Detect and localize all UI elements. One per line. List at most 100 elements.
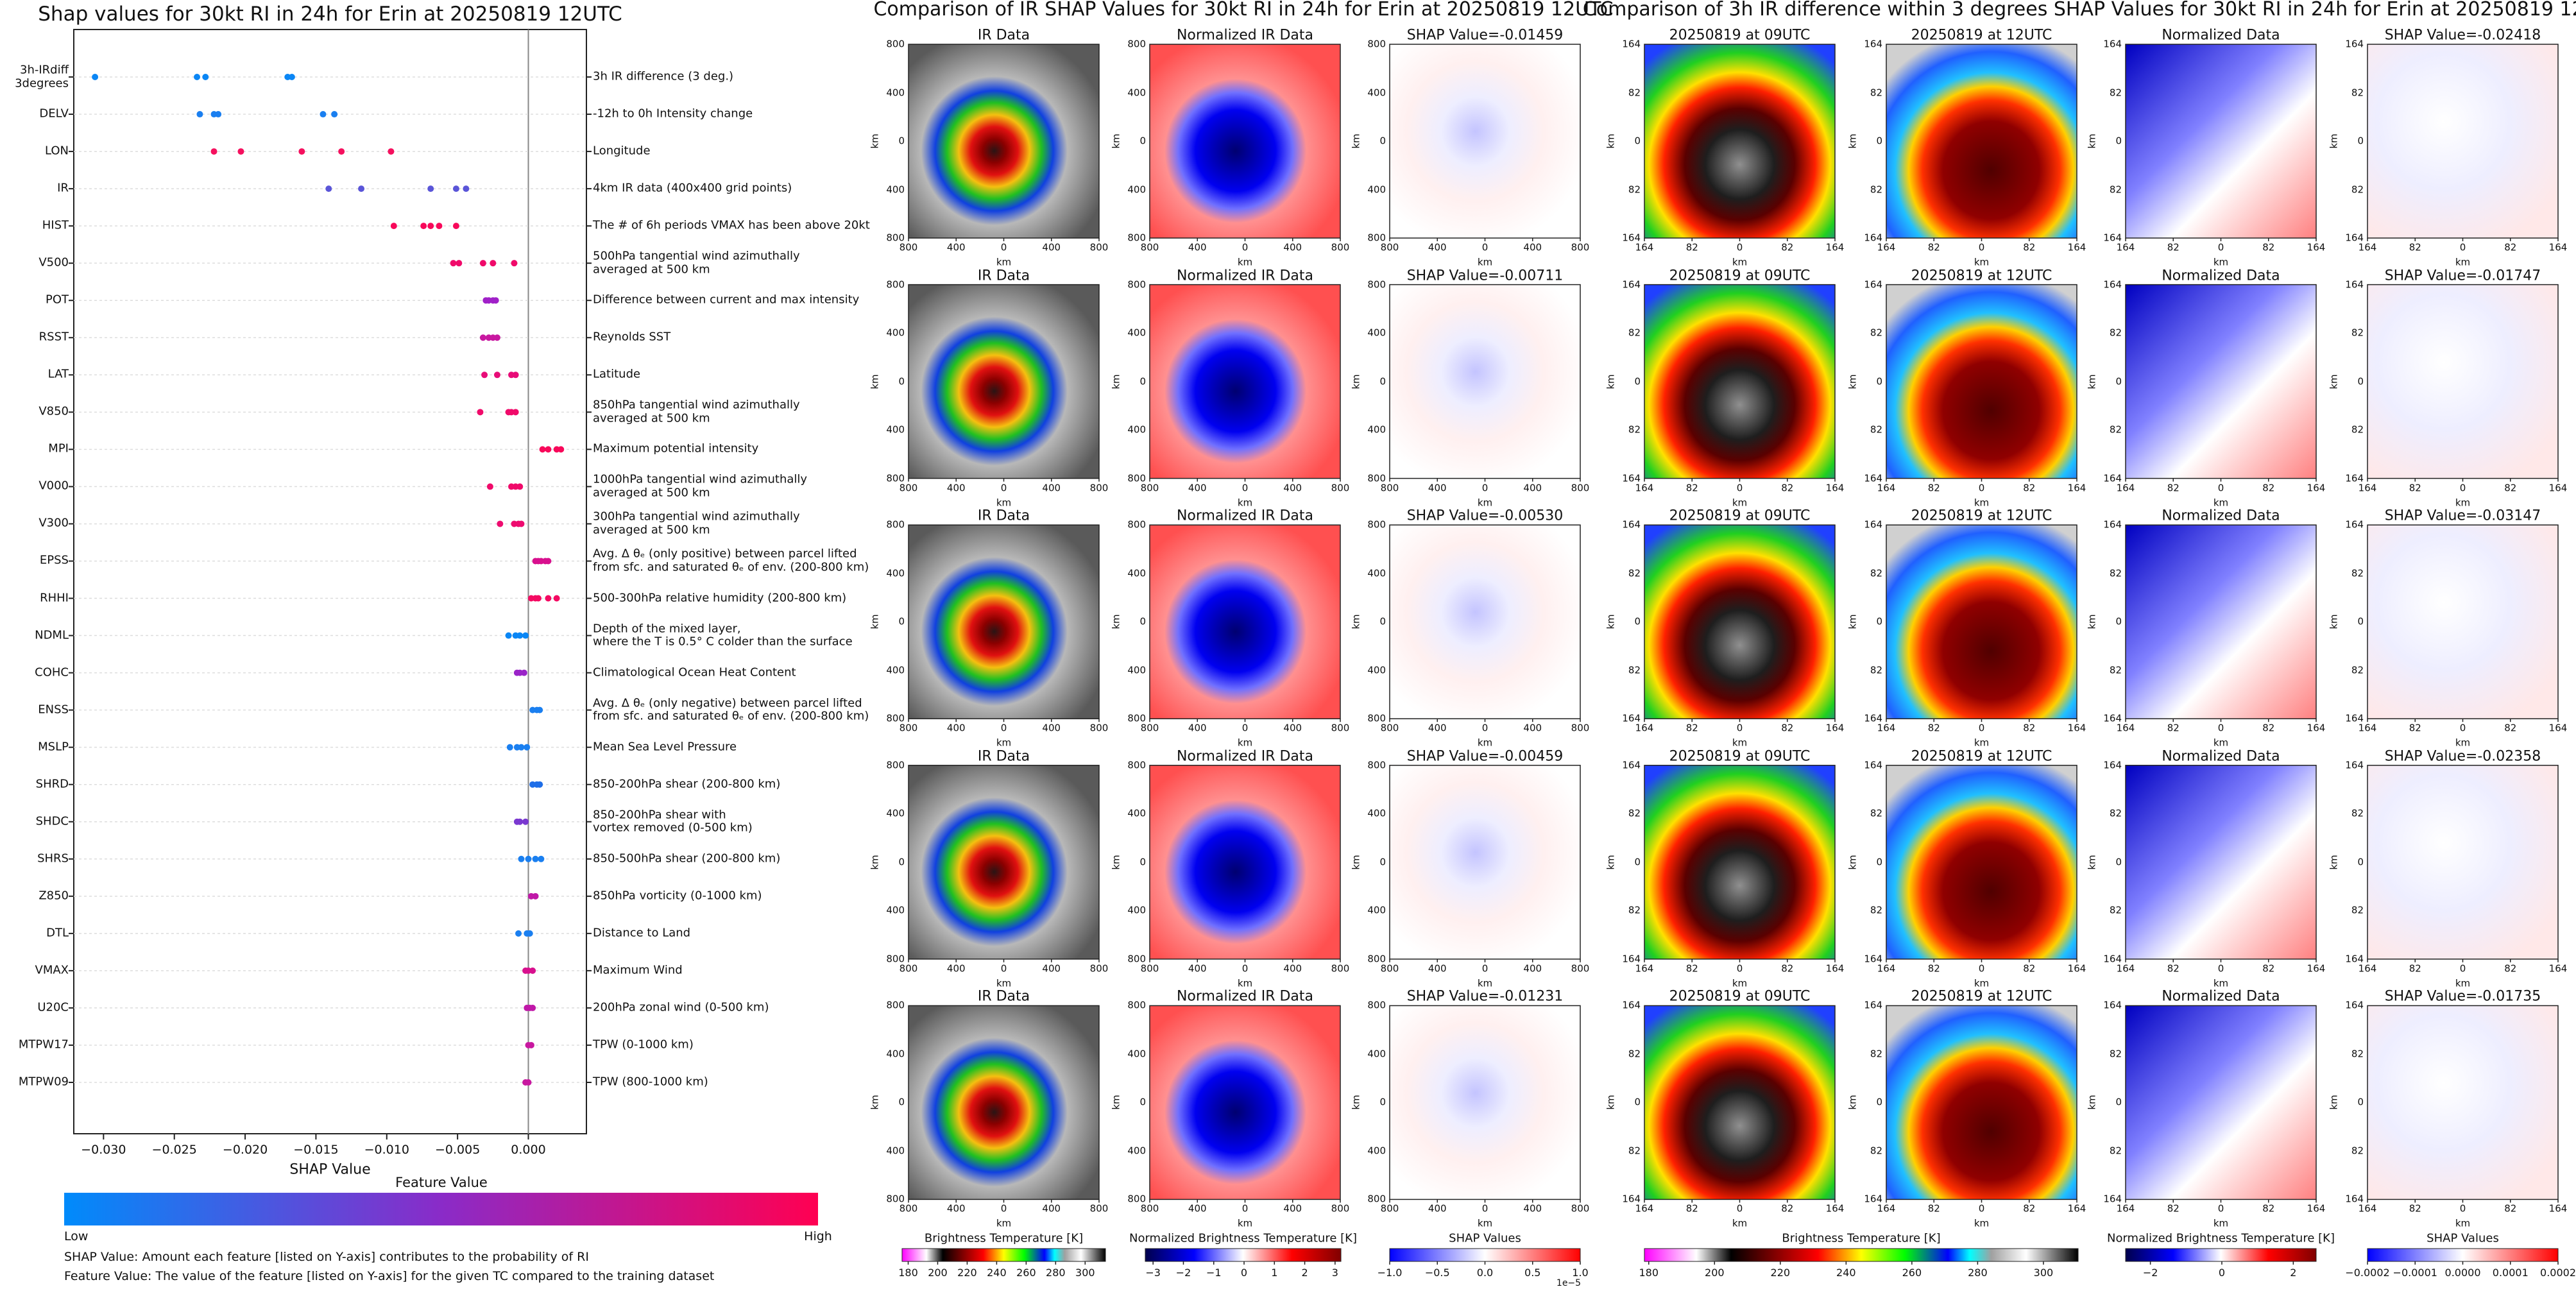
y-tick-label: 82 — [2351, 904, 2364, 916]
colorbar-tick-label: 0.0001 — [2492, 1266, 2529, 1279]
panel-title: SHAP Value=-0.00530 — [1406, 508, 1564, 524]
shap-dot — [463, 185, 470, 192]
x-tick-label: 800 — [1089, 481, 1109, 493]
colorbar-tick-label: 240 — [1836, 1266, 1856, 1279]
x-tick-label: 400 — [1523, 722, 1542, 734]
feature-description: 850-200hPa shear (200-800 km) — [593, 777, 781, 791]
y-tick-label: 400 — [1367, 1145, 1386, 1157]
colorbar-tick-label: 0 — [2218, 1266, 2226, 1279]
x-axis-label: km — [2213, 496, 2229, 508]
x-tick-label: 400 — [1283, 1202, 1302, 1215]
x-tick-label: 800 — [1140, 241, 1159, 253]
x-tick-label: 82 — [2167, 722, 2179, 734]
x-tick-label: 0 — [1000, 481, 1007, 493]
y-tick-label: 82 — [2109, 904, 2122, 916]
shap-dot — [497, 520, 504, 527]
x-tick-label: 0 — [2217, 962, 2224, 975]
x-axis-label: km — [2455, 737, 2471, 749]
feature-label: DTL — [46, 926, 69, 940]
y-axis-label: km — [1350, 614, 1362, 629]
y-tick-label: 400 — [886, 86, 905, 98]
shap-dot — [427, 185, 434, 192]
y-tick-label: 0 — [1634, 135, 1641, 147]
y-tick-label: 0 — [2357, 135, 2364, 147]
colorbar-tick-label: 180 — [1639, 1266, 1659, 1279]
x-tick-label: 800 — [1331, 481, 1350, 493]
y-axis-label: km — [1605, 614, 1617, 629]
feature-description: TPW (0-1000 km) — [593, 1037, 694, 1052]
x-tick-label: 0.000 — [511, 1143, 546, 1157]
x-tick-label: 800 — [1140, 1202, 1159, 1215]
x-tick-label: 0 — [2217, 1202, 2224, 1215]
y-axis-label: km — [2328, 614, 2340, 629]
panel-title: 20250819 at 09UTC — [1669, 988, 1811, 1005]
panel-title: Normalized Data — [2162, 508, 2280, 524]
y-tick-label: 0 — [2357, 1096, 2364, 1108]
panel-title: Normalized Data — [2162, 988, 2280, 1005]
colorbar-tick-label: −2 — [1175, 1266, 1191, 1279]
feature-label: V000 — [38, 479, 69, 493]
feature-description: 4km IR data (400x400 grid points) — [593, 181, 792, 195]
shap-dot — [553, 595, 560, 602]
shap-dot — [420, 223, 427, 230]
y-tick-label: 800 — [886, 472, 905, 484]
y-tick-label: 400 — [1127, 327, 1146, 339]
y-tick-label: 82 — [1628, 327, 1641, 339]
shap-dot — [526, 930, 533, 937]
heatmap — [2367, 284, 2559, 479]
y-tick-label: 82 — [2351, 1048, 2364, 1060]
y-tick-label: 0 — [2357, 615, 2364, 627]
y-tick-label: 800 — [1367, 999, 1386, 1011]
heatmap — [2125, 765, 2317, 960]
y-tick-label: 800 — [1367, 472, 1386, 484]
x-tick-label: 400 — [1283, 722, 1302, 734]
x-tick-label: 0 — [1241, 481, 1249, 493]
x-tick-label: 82 — [1685, 722, 1698, 734]
heatmap — [2125, 284, 2317, 479]
heatmap — [2367, 765, 2559, 960]
colorbar-tick-label: −0.0002 — [2345, 1266, 2390, 1279]
y-tick-label: 800 — [886, 278, 905, 290]
y-tick-label: 164 — [1864, 518, 1882, 531]
shap-dot — [92, 74, 99, 80]
colorbar-tick-label: −0.5 — [1424, 1266, 1450, 1279]
x-tick-label: 400 — [1042, 1202, 1061, 1215]
shap-dot — [506, 744, 513, 751]
colorbar-label: Normalized Brightness Temperature [K] — [1129, 1231, 1357, 1245]
y-tick-label: 164 — [1622, 953, 1641, 965]
y-tick-label: 800 — [1127, 999, 1146, 1011]
x-axis-label: km — [996, 977, 1012, 989]
x-axis-label: km — [2455, 977, 2471, 989]
colorbar-tick-label: 0.0 — [1476, 1266, 1494, 1279]
y-tick-label: 164 — [1622, 759, 1641, 771]
y-tick-label: 0 — [1139, 375, 1146, 387]
x-tick-label: 164 — [2307, 962, 2326, 975]
shap-dot — [520, 669, 527, 676]
shap-dot — [529, 967, 536, 974]
y-tick-label: 164 — [1864, 712, 1882, 724]
shap-dot — [320, 111, 327, 118]
x-tick-label: 400 — [1188, 722, 1207, 734]
x-tick-label: 0 — [1481, 481, 1488, 493]
x-tick-label: 82 — [2262, 722, 2275, 734]
panel-title: SHAP Value=-0.00459 — [1406, 748, 1564, 765]
x-tick-label: 0 — [1736, 1202, 1743, 1215]
y-tick-label: 82 — [2109, 807, 2122, 819]
x-tick-label: 800 — [1331, 241, 1350, 253]
x-tick-label: 400 — [1042, 481, 1061, 493]
x-tick-label: 164 — [2116, 1202, 2135, 1215]
shap-dot — [456, 260, 463, 267]
x-tick-label: 164 — [2067, 722, 2086, 734]
y-tick-label: 82 — [1870, 1048, 1882, 1060]
y-tick-label: 800 — [1367, 712, 1386, 724]
feature-description: 3h IR difference (3 deg.) — [593, 69, 734, 83]
x-tick-label: 82 — [1927, 241, 1940, 253]
y-tick-label: 164 — [2103, 278, 2122, 290]
feature-label: U20C — [37, 1000, 69, 1014]
y-tick-label: 164 — [2103, 953, 2122, 965]
colorbar-title: Feature Value — [395, 1174, 488, 1190]
y-axis-label: km — [869, 1095, 881, 1111]
feature-description: Difference between current and max inten… — [593, 293, 860, 307]
x-tick-label: 164 — [2358, 241, 2377, 253]
colorbar-tick-label: 300 — [1075, 1266, 1095, 1279]
